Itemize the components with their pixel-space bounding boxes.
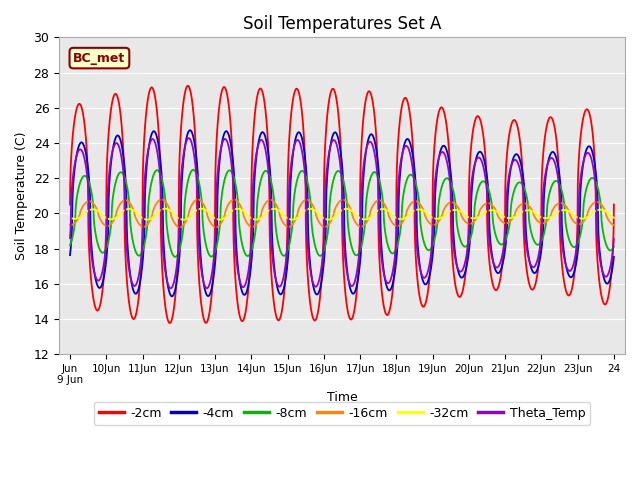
Theta_Temp [66,235,74,241]
-2cm [161,295,168,300]
X-axis label: Time: Time [326,391,357,404]
-16cm [541,220,549,226]
-2cm [541,134,549,140]
-16cm [176,224,184,230]
-16cm [600,205,607,211]
-8cm [172,254,179,260]
Line: -32cm: -32cm [70,209,614,220]
-2cm [299,115,307,121]
-32cm [275,208,283,214]
-4cm [600,274,607,280]
-32cm [161,206,168,212]
Theta_Temp [610,236,618,242]
-8cm [299,168,307,174]
-8cm [128,234,136,240]
Y-axis label: Soil Temperature (C): Soil Temperature (C) [15,132,28,260]
-2cm [166,320,173,326]
-2cm [184,83,192,89]
-8cm [161,189,168,194]
-2cm [66,202,74,207]
-32cm [198,206,205,212]
-8cm [541,227,549,232]
Text: BC_met: BC_met [74,51,125,65]
-32cm [541,216,549,221]
-4cm [161,252,168,258]
-4cm [541,180,549,186]
Theta_Temp [541,173,549,179]
-8cm [275,243,283,249]
-16cm [610,222,618,228]
-2cm [128,314,136,320]
-4cm [275,289,283,295]
-4cm [66,252,74,258]
-2cm [610,202,618,207]
-8cm [600,232,607,238]
-32cm [610,215,618,221]
Title: Soil Temperatures Set A: Soil Temperatures Set A [243,15,441,33]
-4cm [168,293,176,299]
-16cm [161,198,168,204]
Line: -2cm: -2cm [70,86,614,323]
Theta_Temp [161,261,168,267]
-8cm [610,243,618,249]
Line: -8cm: -8cm [70,170,614,257]
-32cm [128,207,136,213]
Line: Theta_Temp: Theta_Temp [70,138,614,288]
Theta_Temp [185,135,193,141]
-32cm [66,215,74,220]
Theta_Temp [275,284,283,289]
Line: -4cm: -4cm [70,130,614,296]
-8cm [189,167,197,173]
-16cm [299,199,307,205]
-16cm [275,208,283,214]
-32cm [180,217,188,223]
-16cm [66,222,74,228]
Legend: -2cm, -4cm, -8cm, -16cm, -32cm, Theta_Temp: -2cm, -4cm, -8cm, -16cm, -32cm, Theta_Te… [93,402,590,424]
-4cm [128,283,136,288]
-4cm [186,127,194,133]
Line: -16cm: -16cm [70,200,614,227]
Theta_Temp [128,280,136,286]
-16cm [194,197,202,203]
-4cm [299,138,307,144]
-4cm [610,254,618,260]
Theta_Temp [299,151,307,157]
-8cm [66,242,74,248]
-2cm [275,317,283,323]
Theta_Temp [600,271,607,277]
-32cm [299,210,307,216]
-16cm [128,204,136,209]
-2cm [600,300,607,306]
Theta_Temp [167,286,175,291]
-32cm [600,207,607,213]
